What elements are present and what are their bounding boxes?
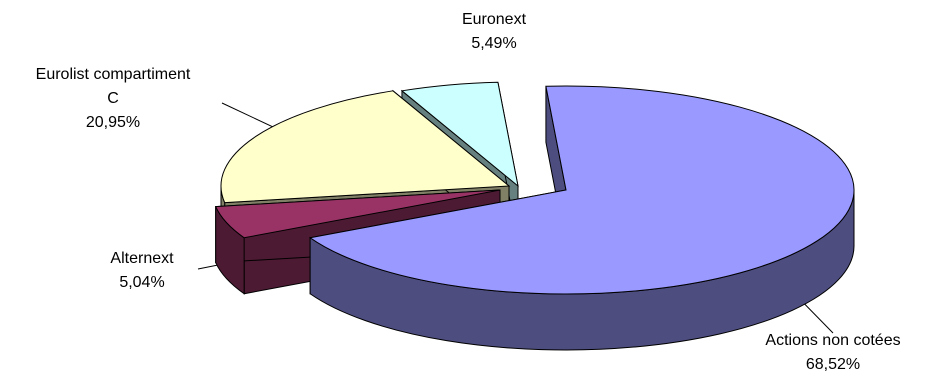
label-actions-non-cotees: Actions non cotées 68,52% — [746, 329, 920, 377]
pie-slice-actions — [308, 85, 855, 351]
label-eurolist-name-line2: C — [107, 90, 119, 107]
label-alternext-value: 5,04% — [119, 274, 165, 291]
pie-top-actions — [308, 85, 855, 295]
label-alternext-name: Alternext — [110, 250, 174, 267]
label-eurolist: Eurolist compartiment C 20,95% — [8, 63, 218, 135]
pie-top-eurolist — [220, 90, 511, 204]
label-euronext: Euronext 5,49% — [446, 8, 542, 56]
label-eurolist-name-line1: Eurolist compartiment — [35, 66, 191, 83]
pie-top-alternext — [214, 189, 501, 239]
label-actions-value: 68,52% — [805, 356, 861, 373]
label-alternext: Alternext 5,04% — [92, 247, 192, 295]
label-euronext-value: 5,49% — [471, 35, 517, 52]
label-actions-name: Actions non cotées — [765, 332, 901, 349]
label-eurolist-value: 20,95% — [85, 114, 141, 131]
pie-top-euronext — [400, 81, 519, 188]
pie-slices — [214, 81, 855, 351]
label-euronext-name: Euronext — [461, 11, 527, 28]
